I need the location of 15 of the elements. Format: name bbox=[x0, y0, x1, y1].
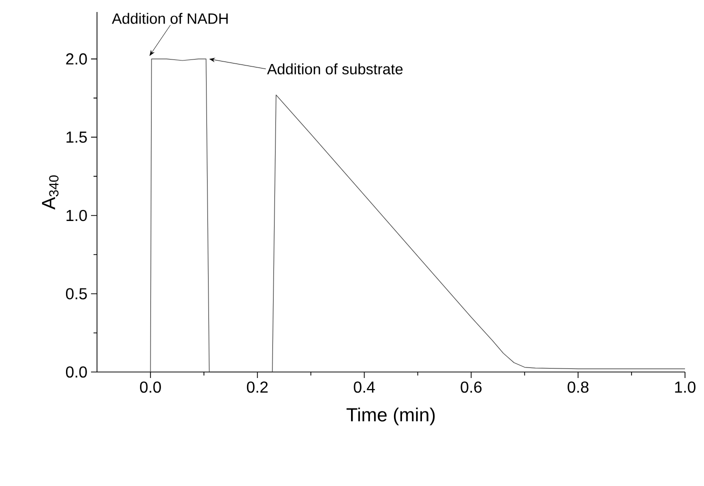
x-tick-label: 1.0 bbox=[675, 381, 696, 393]
x-tick-label: 0.6 bbox=[460, 381, 482, 393]
y-tick-label: 0.0 bbox=[66, 366, 87, 378]
x-tick-label: 0.0 bbox=[140, 381, 161, 393]
x-axis-title: Time (min) bbox=[346, 408, 435, 426]
y-tick-label: 1.0 bbox=[66, 210, 87, 222]
x-tick-label: 0.8 bbox=[568, 381, 588, 393]
y-tick-label: 0.5 bbox=[66, 288, 87, 300]
x-tick-label: 0.2 bbox=[246, 381, 268, 393]
y-axis-title: A$_{340}$ bbox=[42, 175, 59, 210]
y-tick-label: 1.5 bbox=[66, 132, 87, 143]
annotation: Addition of NADH bbox=[112, 12, 228, 24]
annotation: Addition of substrate bbox=[267, 63, 403, 74]
x-tick-label: 0.4 bbox=[354, 381, 375, 393]
y-tick-label: 2.0 bbox=[66, 53, 87, 65]
